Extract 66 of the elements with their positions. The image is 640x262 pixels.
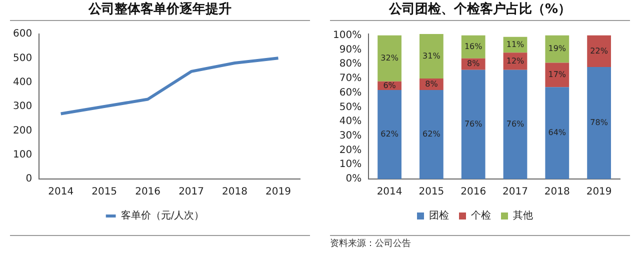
text: 资料来源：公司公告	[330, 239, 411, 249]
bar	[378, 90, 402, 179]
bar	[461, 35, 486, 58]
x-tick-label: 2018	[544, 186, 570, 198]
bar	[420, 34, 444, 79]
y-tick-label: 50%	[339, 102, 362, 113]
data-label: 64%	[548, 128, 566, 138]
bar	[587, 67, 611, 179]
data-label: 31%	[422, 51, 441, 60]
data-label: 22%	[590, 46, 608, 56]
data-label: 11%	[506, 40, 525, 49]
chart-title: 公司整体客单价逐年提升	[88, 0, 232, 19]
x-tick-label: 2016	[460, 186, 486, 198]
bar	[378, 35, 402, 82]
x-tick-label: 2014	[376, 186, 402, 198]
legend-label: 客单价（元/人次）	[120, 210, 204, 222]
data-label: 76%	[506, 120, 525, 129]
x-tick-label: 2019	[586, 186, 612, 198]
x-tick-label: 2017	[502, 186, 528, 198]
bar	[420, 90, 444, 179]
y-tick-label: 0%	[346, 174, 362, 185]
data-label: 62%	[380, 130, 399, 139]
y-tick-label: 500	[12, 52, 32, 64]
bar	[461, 70, 486, 179]
y-tick-label: 200	[12, 125, 32, 136]
bar	[587, 35, 611, 68]
y-tick-label: 30%	[339, 130, 362, 142]
data-label: 8%	[466, 59, 480, 68]
y-tick-label: 100%	[332, 30, 362, 42]
data-label: 62%	[422, 130, 441, 139]
y-tick-label: 20%	[339, 144, 362, 156]
data-label: 19%	[548, 44, 566, 54]
legend-label: 其他	[513, 210, 533, 222]
bar	[545, 62, 570, 88]
y-tick-label: 300	[12, 101, 32, 112]
data-label: 12%	[506, 56, 525, 66]
y-tick-label: 10%	[339, 159, 362, 170]
y-tick-label: 60%	[339, 87, 362, 98]
data-label: 8%	[425, 79, 438, 88]
x-tick-label: 2015	[92, 186, 118, 198]
chart-title: 公司团检、个检客户占比（%）	[388, 0, 572, 19]
y-tick-label: 0	[26, 174, 32, 185]
y-tick-label: 80%	[339, 58, 362, 70]
data-label: 16%	[464, 42, 483, 51]
x-tick-label: 2015	[418, 186, 444, 198]
legend-label: 个检	[471, 210, 491, 222]
data-label: 32%	[380, 53, 399, 62]
legend-label: 团检	[429, 210, 449, 222]
data-label: 6%	[383, 80, 396, 90]
y-tick-label: 70%	[339, 73, 362, 84]
y-tick-label: 100	[12, 149, 32, 160]
x-tick-label: 2016	[135, 186, 161, 198]
x-tick-label: 2018	[222, 186, 248, 198]
bar	[545, 87, 570, 179]
bar	[545, 35, 570, 63]
data-label: 78%	[590, 118, 608, 128]
bar	[503, 70, 528, 179]
y-tick-label: 40%	[339, 116, 362, 128]
x-tick-label: 2014	[48, 186, 74, 198]
data-label: 17%	[548, 70, 566, 79]
y-tick-label: 600	[12, 28, 32, 40]
x-tick-label: 2017	[178, 186, 204, 198]
x-tick-label: 2019	[266, 186, 291, 198]
y-tick-label: 400	[12, 76, 32, 88]
y-tick-label: 90%	[339, 44, 362, 56]
data-label: 76%	[464, 120, 483, 129]
